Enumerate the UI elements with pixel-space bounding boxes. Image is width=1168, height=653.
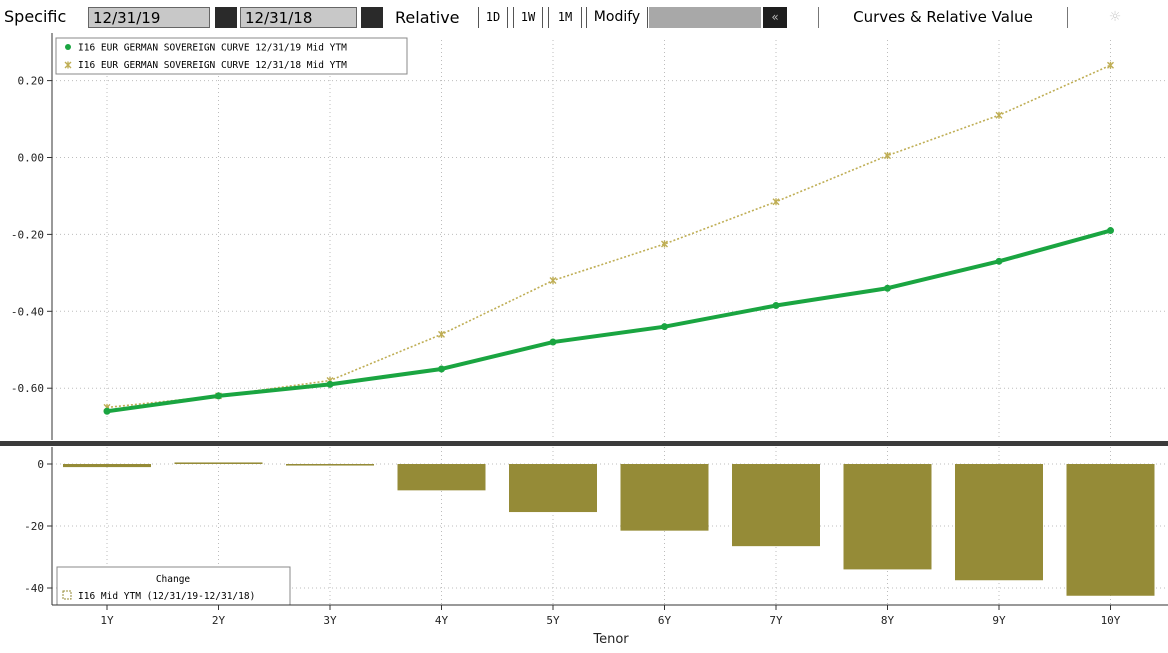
legend-2019-marker [65, 44, 71, 50]
change-bar [620, 464, 709, 531]
x-tick-label: 1Y [100, 614, 114, 627]
series-2018-line [106, 64, 1111, 409]
gear-icon[interactable]: ☼ [1108, 9, 1122, 25]
series-2018-point [1107, 61, 1114, 69]
x-axis: 1Y 2Y 3Y 4Y 5Y 6Y 7Y 8Y 9Y 10Y Tenor [52, 604, 1168, 647]
bottom-legend: Change I16 Mid YTM (12/31/19-12/31/18) [56, 566, 291, 606]
series-2018-point [884, 152, 891, 160]
legend-change-marker [62, 590, 72, 600]
legend-2018-label: I16 EUR GERMAN SOVEREIGN CURVE 12/31/18 … [78, 60, 347, 71]
legend-2018-marker [64, 61, 72, 69]
modify-button[interactable]: Modify [586, 7, 648, 28]
change-bar [286, 464, 374, 466]
change-bar [509, 464, 597, 513]
change-bar [843, 464, 932, 570]
top-series [103, 61, 1114, 415]
legend-2019-label: I16 EUR GERMAN SOVEREIGN CURVE 12/31/19 … [78, 43, 347, 54]
x-axis-title: Tenor [592, 632, 629, 647]
specific-label[interactable]: Specific [4, 7, 67, 26]
start-date-picker-button[interactable] [215, 7, 237, 28]
bottom-y-tick-label: -20 [24, 520, 44, 533]
series-2019-point [884, 284, 891, 292]
x-tick-label: 3Y [323, 614, 337, 627]
bottom-bars [63, 462, 1155, 596]
end-date-picker-button[interactable] [361, 7, 383, 28]
bottom-y-tick-label: 0 [37, 458, 44, 471]
top-legend-box [55, 37, 408, 75]
top-y-tick-label: -0.60 [11, 382, 44, 395]
x-tick-label: 2Y [212, 614, 226, 627]
change-bar [732, 464, 820, 547]
series-2019-point [215, 392, 222, 400]
top-legend: I16 EUR GERMAN SOVEREIGN CURVE 12/31/19 … [55, 37, 408, 75]
series-2019-point [438, 365, 445, 373]
chart-area: 0.20 0.00 -0.20 -0.40 -0.60 I16 EUR GERMAN S… [0, 33, 1168, 647]
change-bar [397, 464, 486, 491]
x-tick-label: 7Y [769, 614, 783, 627]
relative-label[interactable]: Relative [395, 8, 460, 27]
series-2019-point [549, 338, 557, 346]
top-y-axis: 0.20 0.00 -0.20 -0.40 -0.60 [11, 33, 53, 440]
toolbar: Specific 12/31/19 12/31/18 Relative 1D 1… [0, 0, 1168, 30]
end-date-input[interactable]: 12/31/18 [240, 7, 357, 28]
series-2018-point [661, 240, 668, 248]
bottom-legend-title: Change [156, 574, 191, 585]
series-2019-point [661, 323, 668, 331]
panel-divider[interactable] [0, 441, 1168, 446]
bottom-legend-box [56, 566, 291, 606]
change-bar [1066, 464, 1155, 596]
start-date-input[interactable]: 12/31/19 [88, 7, 210, 28]
1d-button[interactable]: 1D [478, 7, 508, 28]
series-2018-point [995, 111, 1003, 119]
change-bar [174, 462, 263, 464]
collapse-icon[interactable]: « [763, 7, 787, 28]
x-tick-label: 4Y [435, 614, 449, 627]
top-grid [52, 40, 1168, 440]
x-tick-label: 5Y [546, 614, 560, 627]
x-tick-label: 6Y [658, 614, 672, 627]
x-tick-label: 9Y [992, 614, 1006, 627]
top-y-tick-label: -0.40 [11, 305, 44, 318]
series-2019-point [103, 407, 111, 415]
series-2019-point [326, 380, 334, 388]
series-2019-point [995, 257, 1003, 265]
1m-button[interactable]: 1M [548, 7, 582, 28]
change-bar [63, 464, 151, 468]
legend-change-label: I16 Mid YTM (12/31/19-12/31/18) [78, 591, 255, 602]
series-2018-point [549, 277, 557, 285]
top-y-tick-label: -0.20 [11, 228, 44, 241]
bottom-y-tick-label: -40 [24, 582, 44, 595]
series-2019-point [1107, 227, 1114, 235]
change-bar [955, 464, 1043, 581]
bottom-y-axis: 0 -20 -40 [24, 447, 53, 605]
modify-selector[interactable] [649, 7, 761, 28]
series-2018-point [438, 330, 445, 338]
series-2019-line [106, 228, 1112, 414]
panel-title: Curves & Relative Value [818, 7, 1068, 28]
top-y-tick-label: 0.20 [18, 75, 45, 88]
1w-button[interactable]: 1W [513, 7, 543, 28]
series-2019-point [772, 302, 780, 310]
x-tick-label: 8Y [881, 614, 895, 627]
series-2018-point [772, 198, 780, 206]
x-tick-label: 10Y [1101, 614, 1121, 627]
top-y-tick-label: 0.00 [18, 152, 45, 165]
